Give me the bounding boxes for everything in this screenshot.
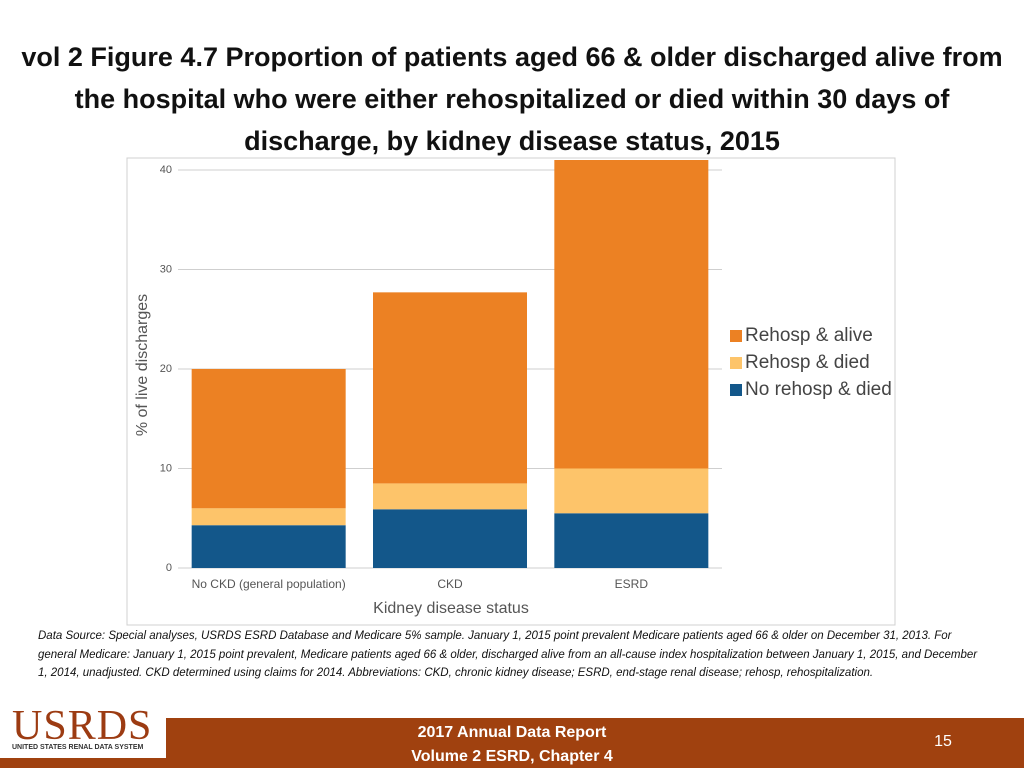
footer-bar [0, 718, 1024, 768]
y-tick-label: 40 [160, 164, 172, 176]
footnote: Data Source: Special analyses, USRDS ESR… [38, 630, 978, 680]
bar-segment [554, 468, 709, 514]
x-tick-label: ESRD [615, 577, 649, 591]
bar-segment [191, 368, 346, 509]
legend-swatch [730, 357, 742, 369]
bar-segment [373, 292, 527, 484]
x-tick-label: No CKD (general population) [192, 577, 346, 591]
legend-label: No rehosp & died [745, 379, 892, 400]
slide-title: vol 2 Figure 4.7 Proportion of patients … [21, 42, 1003, 156]
page-number: 15 [934, 733, 952, 750]
bar-segment [373, 509, 527, 568]
footer-text: Volume 2 ESRD, Chapter 4 [411, 748, 613, 765]
legend-swatch [730, 330, 742, 342]
chart-frame [126, 157, 896, 626]
logo-subtitle: UNITED STATES RENAL DATA SYSTEM [12, 744, 144, 751]
x-axis-label: Kidney disease status [373, 600, 529, 617]
logo: USRDS UNITED STATES RENAL DATA SYSTEM [0, 702, 166, 758]
legend-label: Rehosp & alive [745, 325, 873, 346]
y-axis-label: % of live discharges [134, 294, 151, 436]
x-tick-label: CKD [437, 577, 463, 591]
bar-segment [191, 525, 346, 568]
bar-segment [191, 508, 346, 526]
footer-text: 2017 Annual Data Report [417, 724, 607, 741]
legend-swatch [730, 384, 742, 396]
chart: Kidney disease status % of live discharg… [126, 157, 896, 626]
y-tick-label: 10 [160, 462, 172, 474]
bar-segment [373, 483, 527, 510]
y-tick-label: 0 [166, 562, 172, 574]
y-tick-label: 30 [160, 263, 172, 275]
legend-label: Rehosp & died [745, 352, 870, 373]
bar-segment [554, 160, 709, 469]
logo-text: USRDS [12, 703, 153, 749]
y-tick-label: 20 [160, 363, 172, 375]
bar-segment [554, 513, 709, 568]
